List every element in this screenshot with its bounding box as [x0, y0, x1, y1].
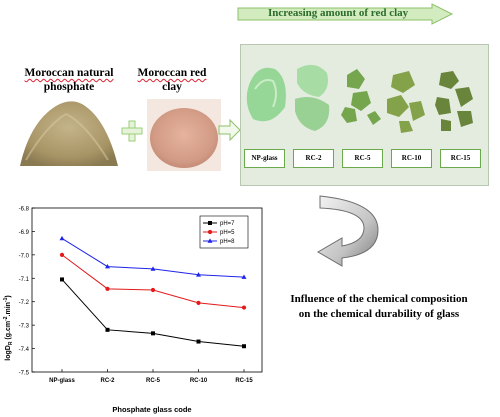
y-tick-label: -7.2	[19, 300, 30, 306]
clay-label-line2: clay	[162, 81, 182, 93]
increasing-amount-label: Increasing amount of red clay	[268, 7, 409, 19]
data-point	[241, 305, 247, 310]
phosphate-powder-image	[20, 101, 118, 166]
y-tick-label: -7.3	[19, 324, 30, 330]
glass-label-rc-2: RC-2	[293, 149, 334, 168]
data-point	[196, 339, 201, 344]
y-label-units-open: (g.cm	[5, 321, 12, 340]
data-point	[196, 300, 201, 305]
glass-label-np-glass: NP-glass	[244, 149, 285, 168]
x-tick-label: NP-glass	[49, 378, 75, 384]
durability-chart: -6.8 -6.9 -7.0 -7.1 -7.2 -7.3 -7.4 -7.5 NP-glass…	[3, 207, 263, 414]
data-point	[105, 286, 110, 291]
data-point	[105, 327, 110, 332]
legend-marker	[207, 238, 213, 243]
plot-frame	[31, 207, 263, 373]
y-label-main: logD	[5, 345, 12, 361]
legend-marker	[207, 229, 213, 235]
data-point	[59, 235, 65, 241]
glass-samples-panel: NP-glass RC-2 RC-5 RC-10 RC-15	[240, 44, 489, 186]
y-tick-label: -7.5	[19, 371, 30, 377]
glass-label-rc-15: RC-15	[440, 149, 481, 168]
x-tick-label: RC-5	[146, 378, 161, 384]
x-tick-label: RC-2	[100, 378, 115, 384]
process-arrow	[218, 118, 241, 142]
plus-icon	[121, 120, 143, 142]
legend-marker	[208, 221, 212, 225]
data-point	[59, 252, 65, 257]
x-tick-label: RC-15	[235, 378, 253, 384]
data-point	[105, 263, 110, 269]
y-label-exp2: -1	[3, 297, 9, 302]
y-label-sub: R	[8, 341, 14, 345]
increasing-arrow	[237, 3, 454, 25]
y-axis-label: logDR (g.cm-2.min-1)	[3, 295, 14, 360]
data-point	[241, 274, 247, 279]
legend-label: pH=8	[220, 239, 235, 245]
phosphate-label: Moroccan natural phosphate	[10, 66, 128, 94]
glass-label-rc-5: RC-5	[342, 149, 383, 168]
data-point	[150, 287, 156, 293]
clay-label: Moroccan red clay	[127, 66, 217, 94]
y-label-mid: .min	[5, 302, 12, 316]
clay-label-line1: Moroccan red	[137, 67, 207, 79]
influence-line2: on the chemical durability of glass	[298, 308, 460, 320]
data-point	[151, 331, 155, 336]
series-line-pH5	[61, 254, 245, 309]
data-point	[242, 344, 246, 349]
y-tick-label: -7.1	[19, 277, 30, 283]
influence-line1: Influence of the chemical composition	[290, 293, 468, 305]
x-tick-label: RC-10	[190, 378, 208, 384]
x-axis-label: Phosphate glass code	[112, 405, 191, 414]
phosphate-label-line2: phosphate	[43, 81, 95, 93]
chart-plot-area: -6.8 -6.9 -7.0 -7.1 -7.2 -7.3 -7.4 -7.5 NP-glass…	[19, 207, 263, 384]
influence-caption: Influence of the chemical composition on…	[268, 292, 490, 322]
legend-label: pH=7	[220, 221, 235, 227]
y-tick-label: -6.8	[19, 207, 30, 213]
data-point	[60, 277, 64, 282]
y-tick-label: -7.4	[19, 347, 30, 353]
data-point	[150, 266, 156, 271]
y-tick-label: -6.9	[19, 230, 30, 236]
legend-label: pH=5	[220, 230, 235, 236]
red-clay-powder-image	[147, 99, 221, 171]
glass-samples-photo	[246, 64, 473, 133]
glass-label-rc-10: RC-10	[391, 149, 432, 168]
curved-arrow	[317, 195, 379, 267]
y-tick-label: -7.0	[19, 253, 30, 259]
phosphate-label-line1: Moroccan natural	[24, 67, 114, 79]
y-label-close: )	[5, 295, 12, 297]
data-point	[196, 272, 201, 277]
y-label-exp1: -2	[3, 316, 9, 321]
